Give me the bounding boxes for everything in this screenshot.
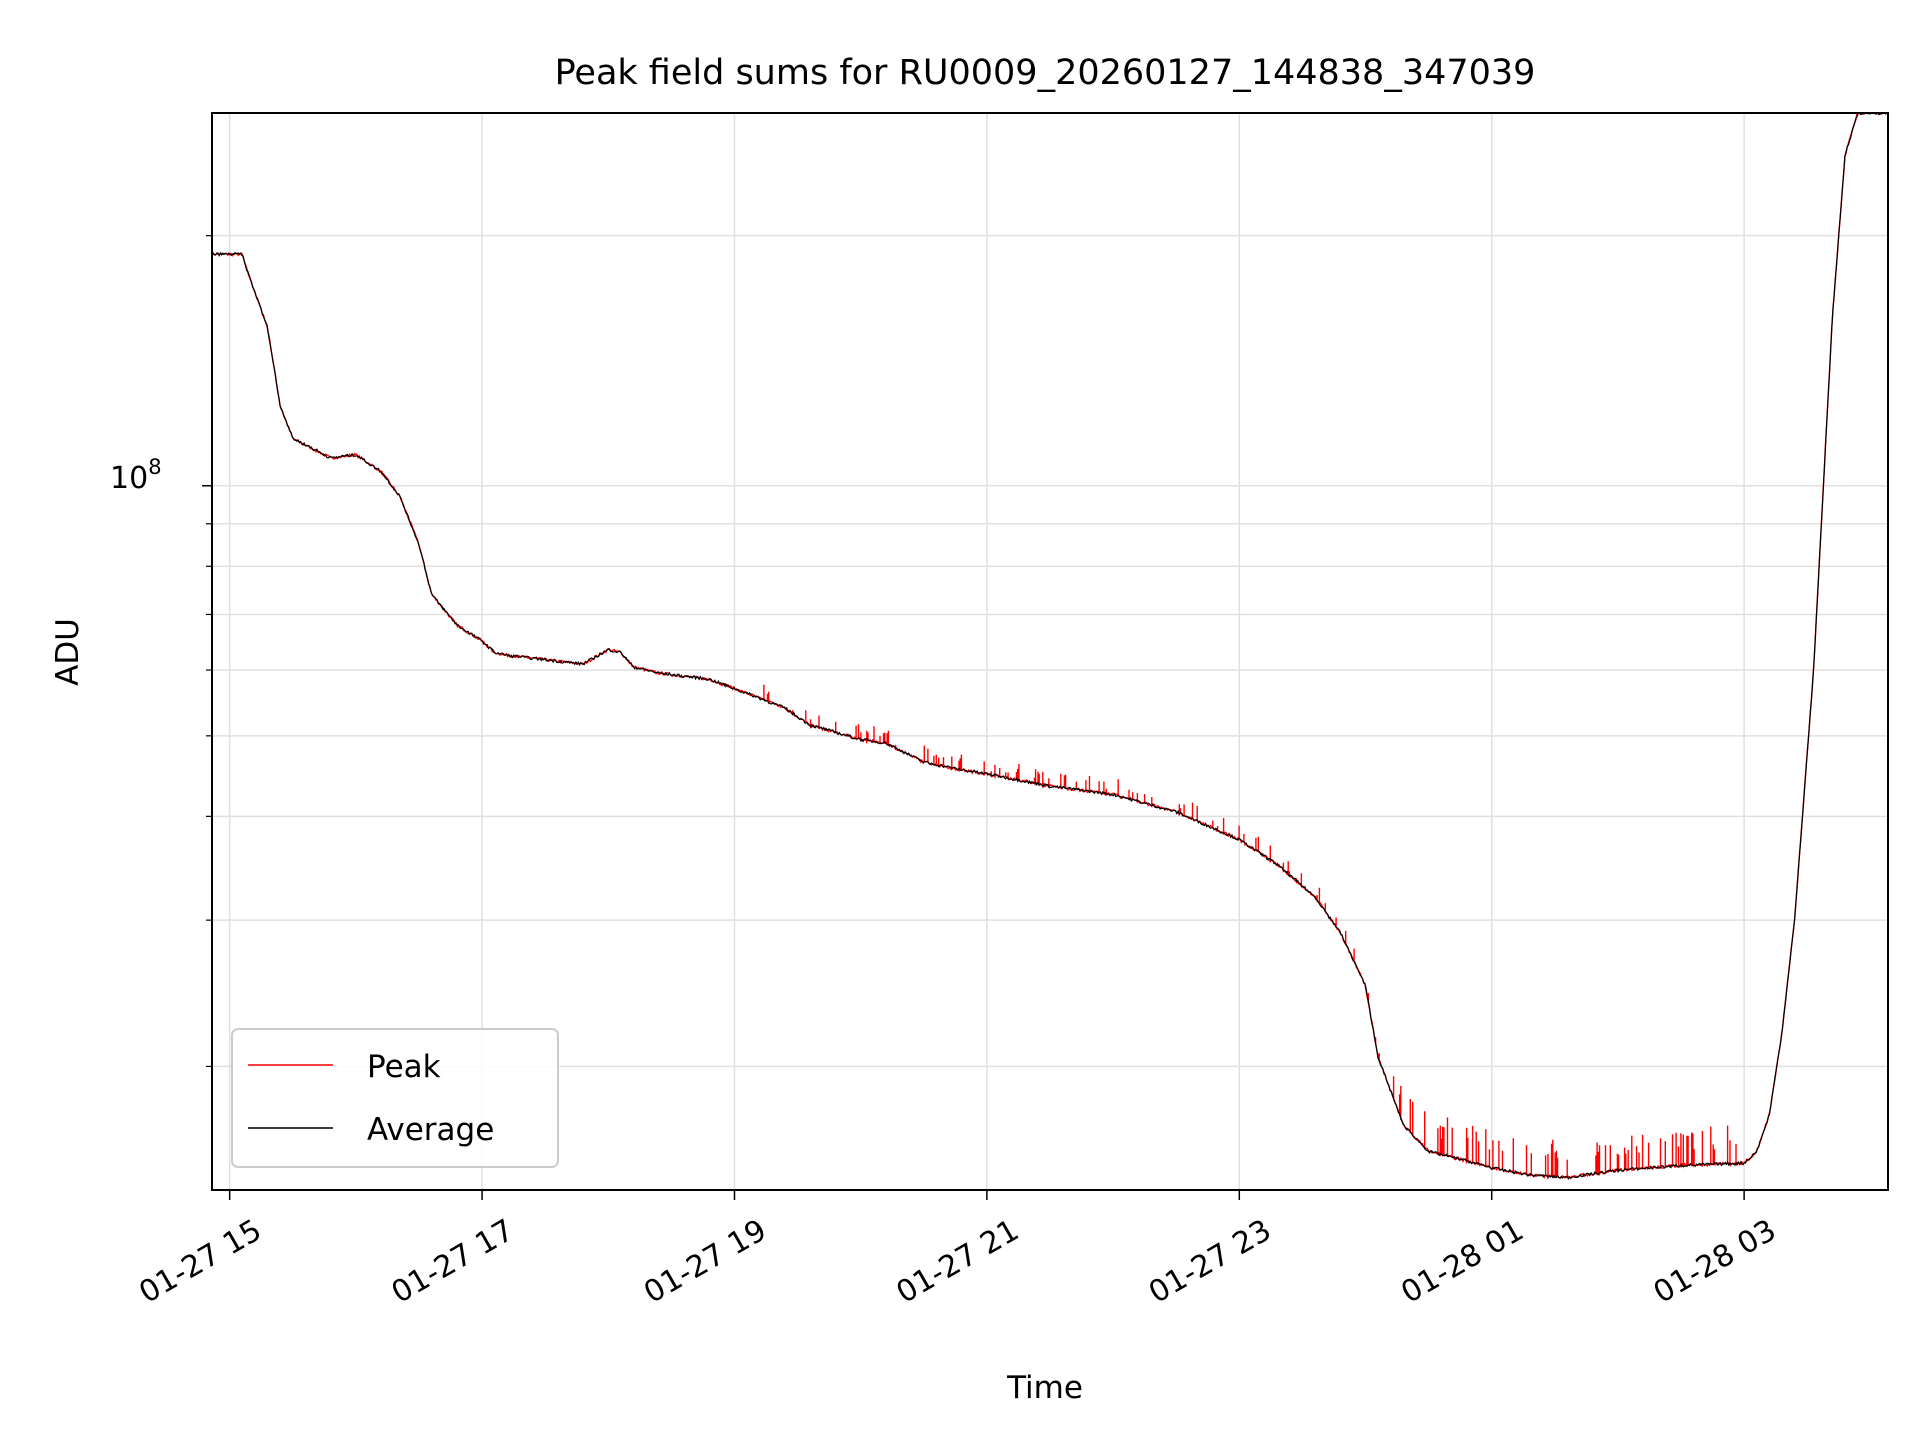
plot-frame (211, 112, 1889, 1191)
legend: Peak Average (231, 1028, 559, 1168)
y-tick-label-major: 108 (110, 455, 162, 496)
grid-lines (212, 113, 1888, 1190)
plot-series (212, 113, 1888, 1180)
legend-label-peak: Peak (367, 1049, 441, 1085)
y-tick-base: 10 (110, 461, 148, 496)
y-axis-label: ADU (50, 618, 86, 686)
series-line-average (212, 113, 1888, 1180)
legend-label-average: Average (367, 1112, 494, 1148)
x-axis-label: Time (1006, 1370, 1083, 1406)
chart-title: Peak field sums for RU0009_20260127_1448… (555, 53, 1536, 93)
legend-box (231, 1028, 559, 1168)
y-tick-exponent: 8 (148, 455, 161, 479)
